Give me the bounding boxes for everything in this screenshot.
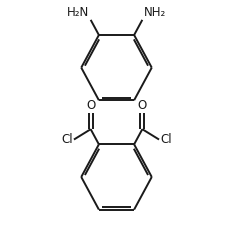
Text: Cl: Cl — [160, 133, 172, 146]
Text: Cl: Cl — [61, 133, 73, 146]
Text: H₂N: H₂N — [67, 6, 89, 19]
Text: O: O — [138, 99, 147, 112]
Text: O: O — [86, 99, 95, 112]
Text: NH₂: NH₂ — [144, 6, 166, 19]
